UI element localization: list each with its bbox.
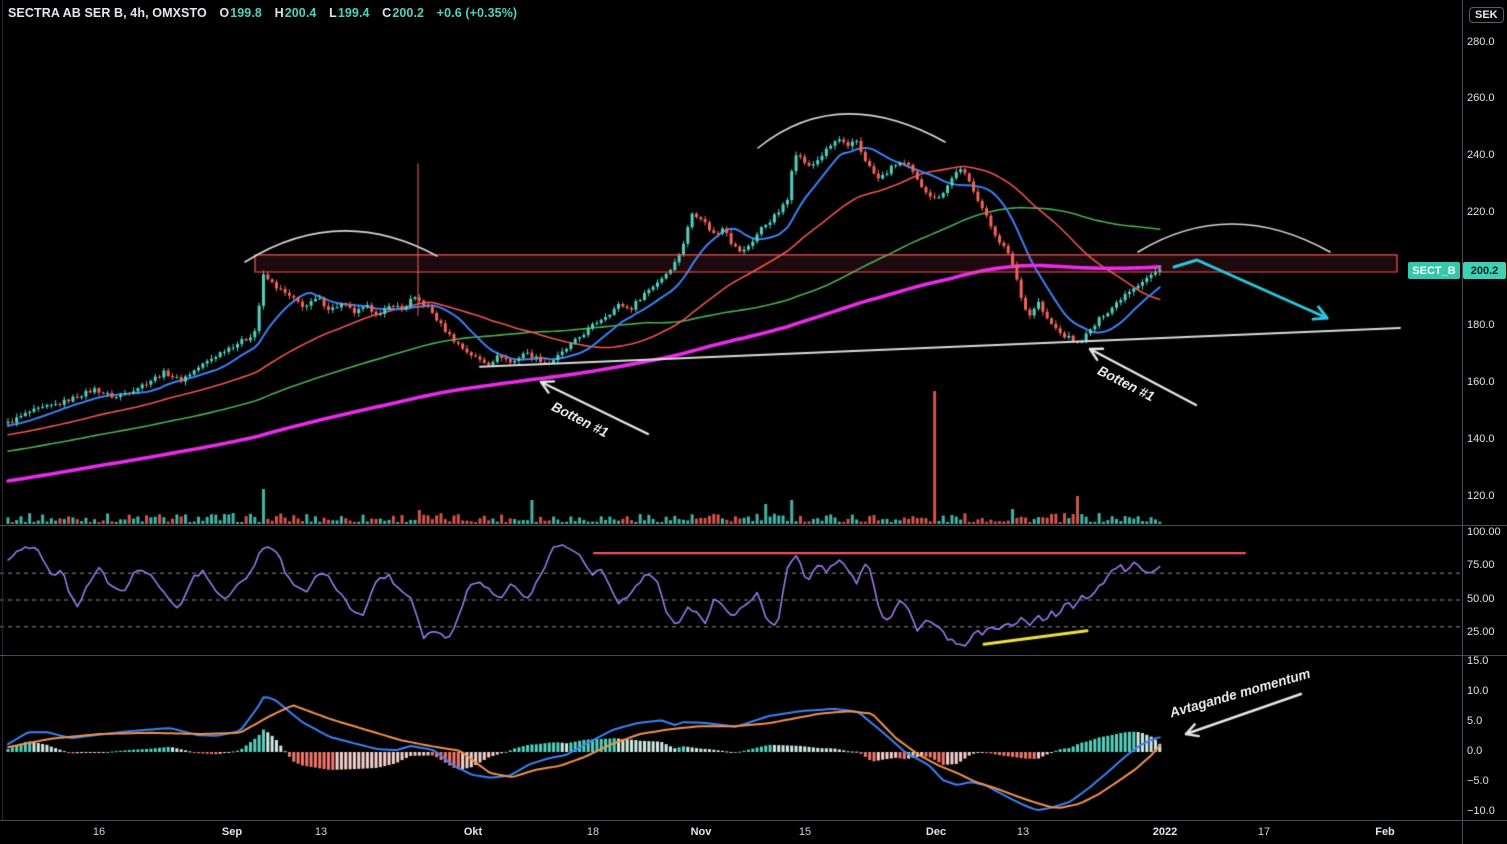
current-price-tag: 200.2 [1463, 262, 1506, 279]
pane-separator[interactable] [0, 525, 1507, 526]
time-tick-label: 16 [92, 826, 106, 838]
time-tick-label: Nov [690, 826, 712, 838]
macd-tick-label: −5.0 [1467, 775, 1489, 787]
price-tick-label: 140.0 [1467, 433, 1495, 445]
pane-separator[interactable] [0, 655, 1507, 656]
symbol-title[interactable]: SECTRA AB SER B, 4h, OMXSTO [8, 6, 207, 20]
close-value: 200.2 [392, 6, 425, 20]
rsi-tick-label: 50.00 [1467, 593, 1495, 605]
macd-tick-label: −10.0 [1467, 805, 1495, 817]
time-tick-label: 2022 [1152, 826, 1178, 838]
price-tick-label: 280.0 [1467, 36, 1495, 48]
time-tick-label: Sep [221, 826, 243, 838]
time-tick-label: 15 [798, 826, 812, 838]
price-tick-label: 260.0 [1467, 92, 1495, 104]
change-value: +0.6 (+0.35%) [436, 6, 518, 20]
price-tick-label: 180.0 [1467, 319, 1495, 331]
time-tick-label: Okt [463, 826, 483, 838]
macd-tick-label: 10.0 [1467, 685, 1489, 697]
macd-tick-label: 0.0 [1467, 745, 1483, 757]
open-value: 199.8 [230, 6, 262, 20]
open-label: O [219, 6, 230, 20]
symbol-ohlc-header: SECTRA AB SER B, 4h, OMXSTO O199.8 H200.… [8, 6, 517, 20]
symbol-sect-b-tag: SECT_B [1408, 262, 1460, 279]
price-tick-label: 220.0 [1467, 206, 1495, 218]
low-label: L [329, 6, 337, 20]
axis-border [1462, 0, 1463, 844]
rsi-tick-label: 100.00 [1467, 526, 1501, 538]
low-value: 199.4 [337, 6, 370, 20]
currency-sek-button[interactable]: SEK [1469, 7, 1504, 23]
chart-left-border [2, 0, 3, 820]
time-tick-label: Dec [925, 826, 947, 838]
price-chart-canvas[interactable] [0, 0, 1462, 820]
high-label: H [274, 6, 284, 20]
rsi-tick-label: 75.00 [1467, 559, 1495, 571]
rsi-tick-label: 25.00 [1467, 626, 1495, 638]
time-tick-label: 17 [1257, 826, 1271, 838]
close-label: C [382, 6, 392, 20]
time-tick-label: 18 [586, 826, 600, 838]
price-tick-label: 120.0 [1467, 490, 1495, 502]
high-value: 200.4 [284, 6, 317, 20]
time-tick-label: 13 [1016, 826, 1030, 838]
pane-separator [0, 820, 1507, 821]
time-tick-label: Feb [1375, 826, 1395, 838]
macd-tick-label: 15.0 [1467, 655, 1489, 667]
price-tick-label: 240.0 [1467, 149, 1495, 161]
macd-tick-label: 5.0 [1467, 715, 1483, 727]
time-tick-label: 13 [314, 826, 328, 838]
price-tick-label: 160.0 [1467, 376, 1495, 388]
